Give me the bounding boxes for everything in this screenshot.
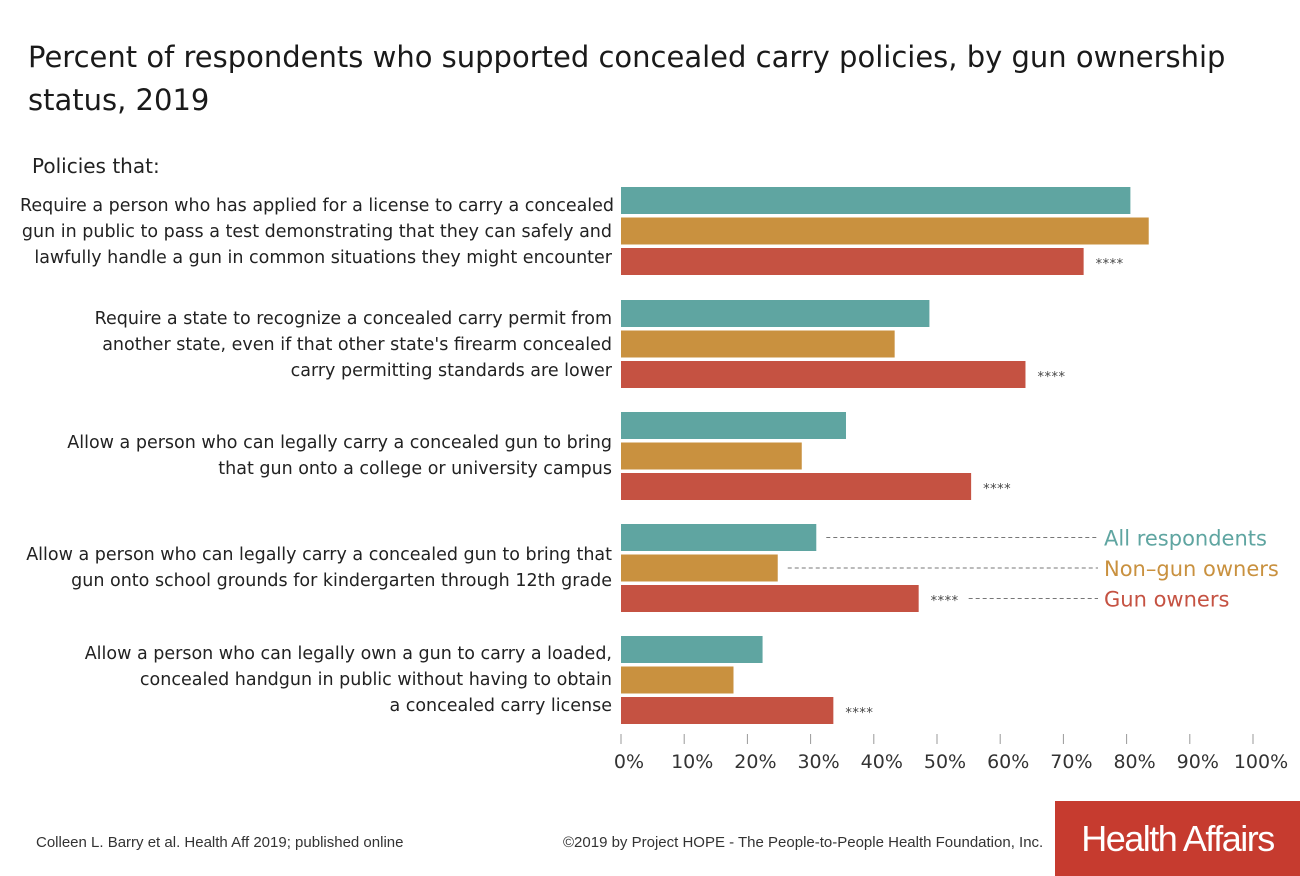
category-label: Require a person who has applied for a l…: [20, 193, 615, 271]
bar-all-5: [621, 636, 763, 663]
bar-chart: 0% 10% 20% 30% 40% 50% 60% 70% 80% 90% 100% **** ***…: [614, 187, 1288, 773]
significance-marker: ****: [1037, 370, 1065, 385]
policies-subhead: Policies that:: [32, 154, 160, 178]
category-label-line: Require a state to recognize a concealed…: [94, 309, 612, 329]
legend-all: All respondents: [1104, 527, 1267, 551]
legend-non: Non–gun owners: [1104, 557, 1279, 581]
category-label: Allow a person who can legally carry a c…: [20, 430, 612, 482]
category-label-line: another state, even if that other state'…: [102, 335, 612, 355]
x-tick-label: 90%: [1177, 751, 1219, 773]
bar-all-2: [621, 300, 930, 327]
x-tick-label: 100%: [1234, 751, 1288, 773]
x-tick-label: 10%: [671, 751, 713, 773]
bar-all-1: [621, 187, 1131, 214]
x-tick-label: 20%: [734, 751, 776, 773]
category-label-line: gun onto school grounds for kindergarten…: [71, 571, 612, 591]
x-tick-label: 30%: [797, 751, 839, 773]
category-label-line: concealed handgun in public without havi…: [139, 670, 612, 690]
category-label-line: that gun onto a college or university ca…: [218, 459, 612, 479]
bar-all-3: [621, 412, 846, 439]
bar-gun-3: [621, 473, 972, 500]
x-tick-label: 70%: [1050, 751, 1092, 773]
category-label: Allow a person who can legally own a gun…: [20, 641, 612, 719]
chart-title-line-2: status, 2019: [28, 83, 210, 117]
bar-non-4: [621, 554, 778, 582]
category-label: Allow a person who can legally carry a c…: [20, 542, 612, 594]
significance-marker: ****: [931, 594, 959, 609]
chart-title-line-1: Percent of respondents who supported con…: [28, 40, 1226, 74]
x-tick-label: 80%: [1113, 751, 1155, 773]
bar-non-3: [621, 442, 802, 470]
citation-text: Colleen L. Barry et al. Health Aff 2019;…: [36, 834, 404, 851]
bar-all-4: [621, 524, 817, 551]
category-label-line: gun in public to pass a test demonstrati…: [21, 222, 612, 242]
chart-title: Percent of respondents who supported con…: [28, 36, 1268, 122]
category-label-line: Allow a person who can legally carry a c…: [67, 433, 612, 453]
bar-gun-2: [621, 361, 1026, 388]
bar-non-2: [621, 330, 895, 358]
category-label-line: Allow a person who can legally carry a c…: [26, 545, 612, 565]
category-label-line: lawfully handle a gun in common situatio…: [34, 248, 612, 268]
category-label-line: a concealed carry license: [389, 696, 612, 716]
legend-gun: Gun owners: [1104, 588, 1229, 612]
bar-non-5: [621, 666, 734, 694]
category-label: Require a state to recognize a concealed…: [20, 306, 612, 384]
significance-marker: ****: [1096, 257, 1124, 272]
bar-non-1: [621, 217, 1149, 245]
bar-gun-4: [621, 585, 919, 612]
significance-marker: ****: [983, 482, 1011, 497]
health-affairs-logo: Health Affairs: [1055, 801, 1300, 876]
bar-gun-1: [621, 248, 1084, 275]
copyright-text: ©2019 by Project HOPE - The People-to-Pe…: [563, 834, 1044, 851]
bar-gun-5: [621, 697, 834, 724]
category-label-line: Allow a person who can legally own a gun…: [84, 644, 612, 664]
x-tick-label: 40%: [861, 751, 903, 773]
significance-marker: ****: [845, 706, 873, 721]
category-label-line: Require a person who has applied for a l…: [20, 196, 615, 216]
category-label-line: carry permitting standards are lower: [290, 361, 612, 381]
x-tick-label: 50%: [924, 751, 966, 773]
x-tick-label: 60%: [987, 751, 1029, 773]
x-tick-label: 0%: [614, 751, 644, 773]
